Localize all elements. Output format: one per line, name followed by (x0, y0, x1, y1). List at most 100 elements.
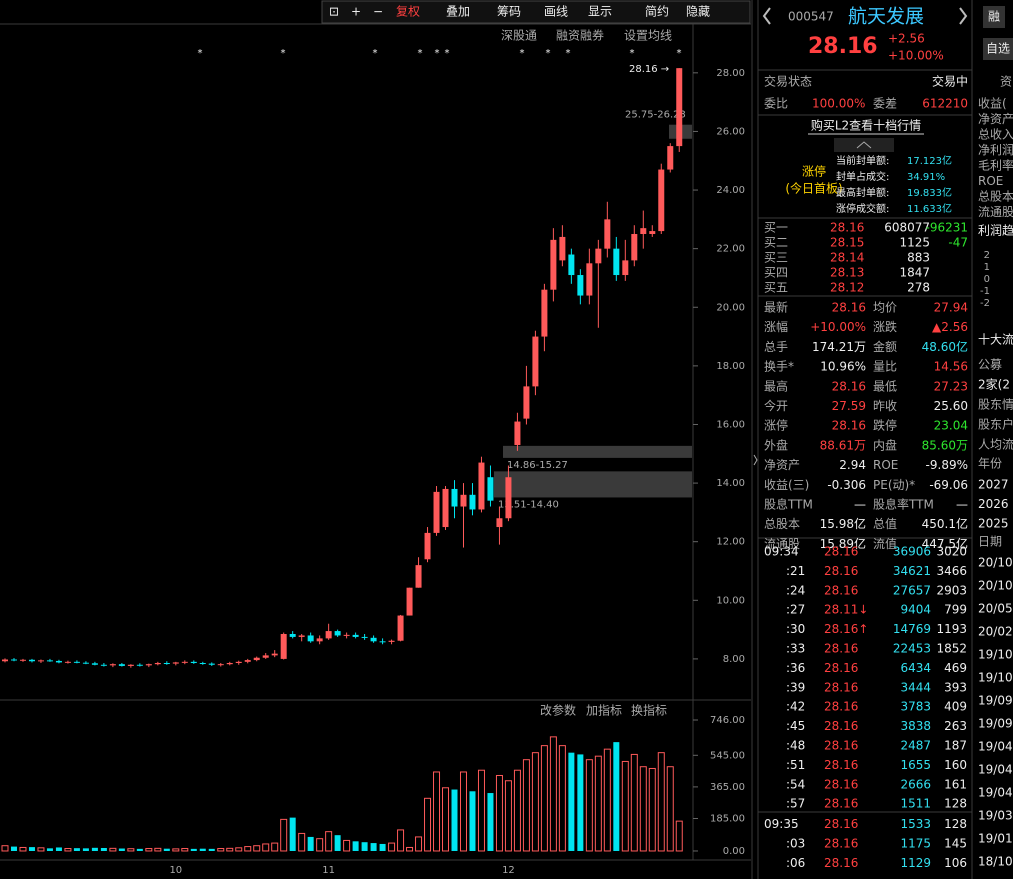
volume-bar (406, 846, 414, 852)
stat-value: 450.1亿 (922, 516, 968, 531)
book-volume: 1847 (899, 266, 930, 280)
volume-bar (675, 820, 683, 852)
side-item: 总股本 (978, 190, 1013, 204)
stat-value: — (956, 498, 968, 512)
volume-bar (253, 845, 261, 852)
candle-body (190, 661, 197, 664)
volume-bar (82, 848, 89, 851)
stat-value: -69.06 (929, 478, 968, 492)
volume-bar (513, 769, 521, 852)
volume-bar (190, 848, 197, 851)
stat-label: PE(动)* (873, 478, 915, 492)
volume-bar (657, 752, 665, 852)
fav-box[interactable] (983, 38, 1013, 60)
volume-bar (226, 847, 234, 852)
toolbar-icon[interactable]: ⊡ (329, 5, 339, 19)
event-marker: * (546, 48, 551, 59)
candle-body (667, 146, 674, 170)
candle-body (505, 477, 512, 519)
side-item: 总收入 (978, 128, 1013, 142)
volume-bar (37, 847, 45, 852)
event-marker: * (418, 48, 423, 59)
toolbar-button[interactable]: 叠加 (446, 5, 470, 19)
stat-label: 外盘 (764, 437, 788, 452)
trade-price: 28.16 (824, 777, 858, 791)
indicator-button[interactable]: 改参数 (540, 703, 576, 718)
trade-volume: 2666 (900, 777, 931, 791)
chart-link[interactable]: 设置均线 (624, 29, 672, 43)
toolbar-button[interactable]: 画线 (544, 5, 568, 19)
candle-body (10, 659, 17, 661)
l2-link[interactable]: 购买L2查看十档行情 (811, 118, 921, 133)
gap-zone (494, 471, 692, 498)
candle-body (640, 228, 647, 235)
badge[interactable]: 融 (988, 10, 1000, 24)
chart-link[interactable]: 深股通 (501, 29, 537, 43)
side-date: 19/04 (978, 763, 1013, 777)
trade-volume: 3444 (900, 680, 931, 694)
trade-count: 799 (944, 603, 967, 617)
side-tab[interactable]: 资 (1000, 75, 1012, 89)
toolbar-button[interactable]: 隐藏 (686, 5, 710, 19)
y-tick-label: 14.00 (716, 478, 745, 489)
stat-value: 27.59 (832, 399, 866, 413)
volume-bar (1, 845, 9, 852)
stat-label: 总股本 (764, 517, 800, 531)
splitter[interactable] (753, 454, 758, 466)
trade-price: 28.16 (824, 856, 858, 870)
collapse-button[interactable] (834, 138, 894, 152)
volume-bar (577, 754, 584, 851)
stat-value: 23.04 (934, 419, 968, 433)
stat-value: 27.94 (934, 301, 968, 315)
volume-bar (235, 847, 243, 852)
candle-body (658, 169, 665, 232)
toolbar-button[interactable]: 复权 (396, 5, 420, 19)
candle-body (82, 662, 89, 664)
volume-bar (594, 755, 602, 852)
toolbar-button[interactable]: 显示 (588, 5, 612, 19)
candle-body (442, 488, 449, 528)
trade-volume: 3783 (900, 700, 931, 714)
stat-value: -9.89% (926, 458, 968, 472)
volume-bar (531, 752, 539, 852)
chart-link[interactable]: 融资融券 (556, 28, 604, 43)
trade-time: 09:35 (764, 817, 799, 831)
toolbar-button[interactable]: 筹码 (497, 5, 521, 19)
volume-bar (280, 818, 288, 852)
indicator-button[interactable]: 加指标 (586, 703, 622, 718)
fav-button[interactable]: 自选 (986, 42, 1010, 56)
volume-bar (181, 848, 189, 852)
toolbar-button[interactable]: 简约 (645, 4, 669, 19)
event-marker: * (630, 48, 635, 59)
stat-value: 28.16 (832, 301, 866, 315)
candle-body (118, 664, 125, 666)
candle-body (253, 657, 260, 661)
book-price: 28.12 (830, 281, 864, 295)
trade-count: 187 (944, 739, 967, 753)
stat-value: 447.5亿 (922, 536, 968, 551)
candle-body (397, 615, 404, 641)
stat-value: 14.56 (934, 360, 968, 374)
side-item: 人均流 (978, 438, 1013, 452)
volume-bar (298, 832, 306, 852)
stat-value: 28.16 (832, 379, 866, 393)
candle-body (298, 635, 305, 637)
toolbar-icon[interactable]: − (373, 5, 383, 19)
y-tick-label: 16.00 (716, 419, 745, 430)
volume-bar (522, 759, 530, 852)
trade-count: 128 (944, 797, 967, 811)
toolbar-icon[interactable]: + (351, 5, 361, 19)
limit-label: 最高封单额: (836, 186, 889, 199)
stat-label: 股息TTM (764, 497, 813, 512)
stat-value: — (854, 498, 866, 512)
candle-body (370, 637, 377, 642)
volume-bar (630, 753, 638, 852)
y-tick-label: 8.00 (723, 654, 745, 665)
indicator-button[interactable]: 换指标 (631, 703, 667, 718)
volume-bar (64, 848, 72, 852)
candle-body (532, 336, 539, 387)
gap-label: 14.86-15.27 (507, 460, 568, 471)
x-tick-label: 10 (169, 865, 182, 876)
nav-arrows[interactable] (762, 7, 968, 25)
